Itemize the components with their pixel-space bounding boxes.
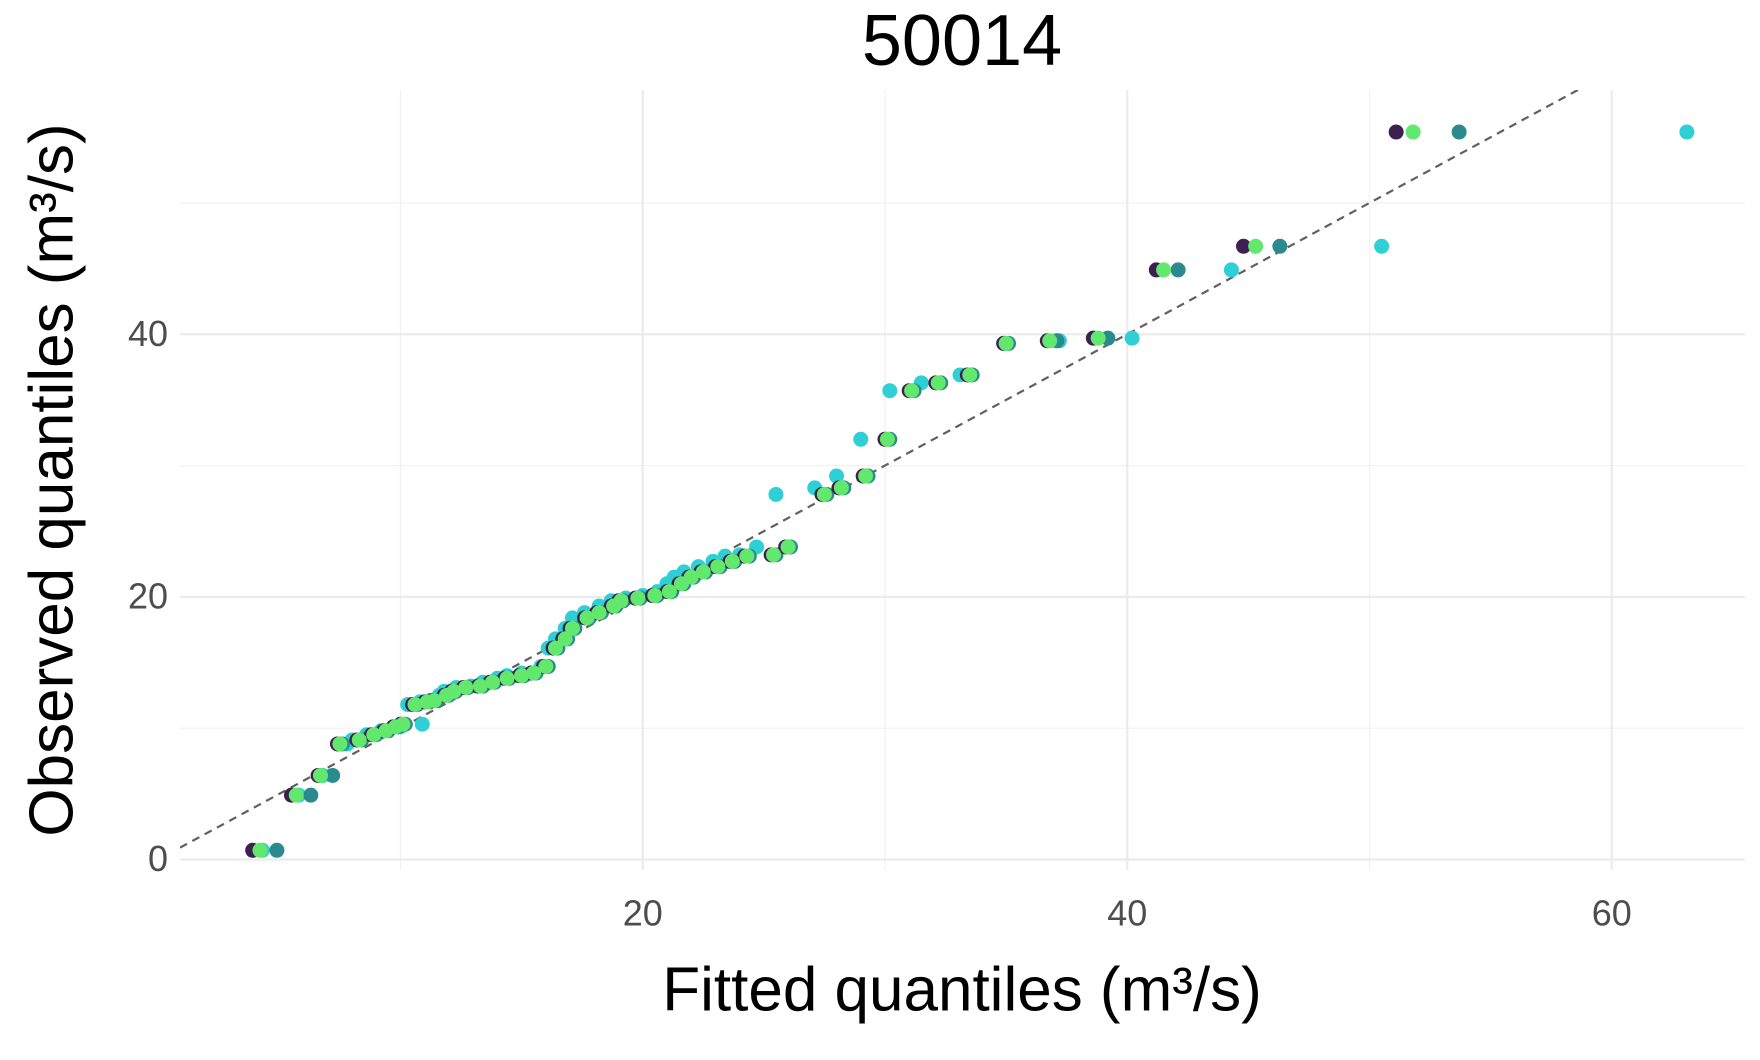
point xyxy=(548,640,564,656)
point xyxy=(630,590,646,606)
point xyxy=(557,631,573,647)
point xyxy=(1223,262,1239,278)
point xyxy=(780,539,796,555)
point xyxy=(579,610,595,626)
point xyxy=(930,375,946,391)
point xyxy=(1248,238,1264,254)
point xyxy=(710,559,726,575)
point xyxy=(514,668,530,684)
point xyxy=(313,767,329,783)
point xyxy=(647,588,663,604)
point xyxy=(407,697,423,713)
point xyxy=(1374,238,1390,254)
point xyxy=(829,468,845,484)
grid xyxy=(180,90,1745,870)
point xyxy=(485,674,501,690)
point xyxy=(591,605,607,621)
y-tick-label: 40 xyxy=(128,313,168,354)
point xyxy=(858,468,874,484)
point xyxy=(499,670,515,686)
points xyxy=(245,124,1695,858)
point xyxy=(962,367,978,383)
point xyxy=(768,486,784,502)
point xyxy=(325,767,341,783)
point xyxy=(288,787,304,803)
point xyxy=(1124,330,1140,346)
point xyxy=(998,335,1014,351)
point xyxy=(683,569,699,585)
y-tick-label: 20 xyxy=(128,575,168,616)
point xyxy=(332,736,348,752)
y-axis-title: Observed quantiles (m³/s) xyxy=(17,123,86,836)
point xyxy=(366,727,382,743)
point xyxy=(414,716,430,732)
point xyxy=(724,553,740,569)
x-tick-label: 20 xyxy=(623,893,663,934)
point xyxy=(1272,238,1288,254)
point xyxy=(853,431,869,447)
point xyxy=(526,665,542,681)
point xyxy=(1388,124,1404,140)
point xyxy=(879,431,895,447)
x-tick-label: 60 xyxy=(1592,893,1632,934)
point xyxy=(1236,238,1252,254)
point xyxy=(1042,333,1058,349)
point xyxy=(816,486,832,502)
point xyxy=(1090,330,1106,346)
point xyxy=(1405,124,1421,140)
point xyxy=(252,842,268,858)
point xyxy=(351,732,367,748)
x-tick-label: 40 xyxy=(1107,893,1147,934)
point xyxy=(1679,124,1695,140)
point xyxy=(695,564,711,580)
point xyxy=(446,683,462,699)
x-axis-title: Fitted quantiles (m³/s) xyxy=(662,955,1262,1024)
point xyxy=(833,480,849,496)
point xyxy=(472,678,488,694)
point xyxy=(613,593,629,609)
point xyxy=(426,693,442,709)
point xyxy=(661,584,677,600)
point xyxy=(395,716,411,732)
point xyxy=(303,787,319,803)
point xyxy=(564,620,580,636)
point xyxy=(538,658,554,674)
point xyxy=(269,842,285,858)
point xyxy=(904,383,920,399)
y-tick-label: 0 xyxy=(148,838,168,879)
chart-title: 50014 xyxy=(862,1,1062,81)
point xyxy=(458,679,474,695)
point xyxy=(1170,262,1186,278)
point xyxy=(1451,124,1467,140)
point xyxy=(766,547,782,563)
point xyxy=(882,383,898,399)
point xyxy=(1156,262,1172,278)
point xyxy=(739,548,755,564)
